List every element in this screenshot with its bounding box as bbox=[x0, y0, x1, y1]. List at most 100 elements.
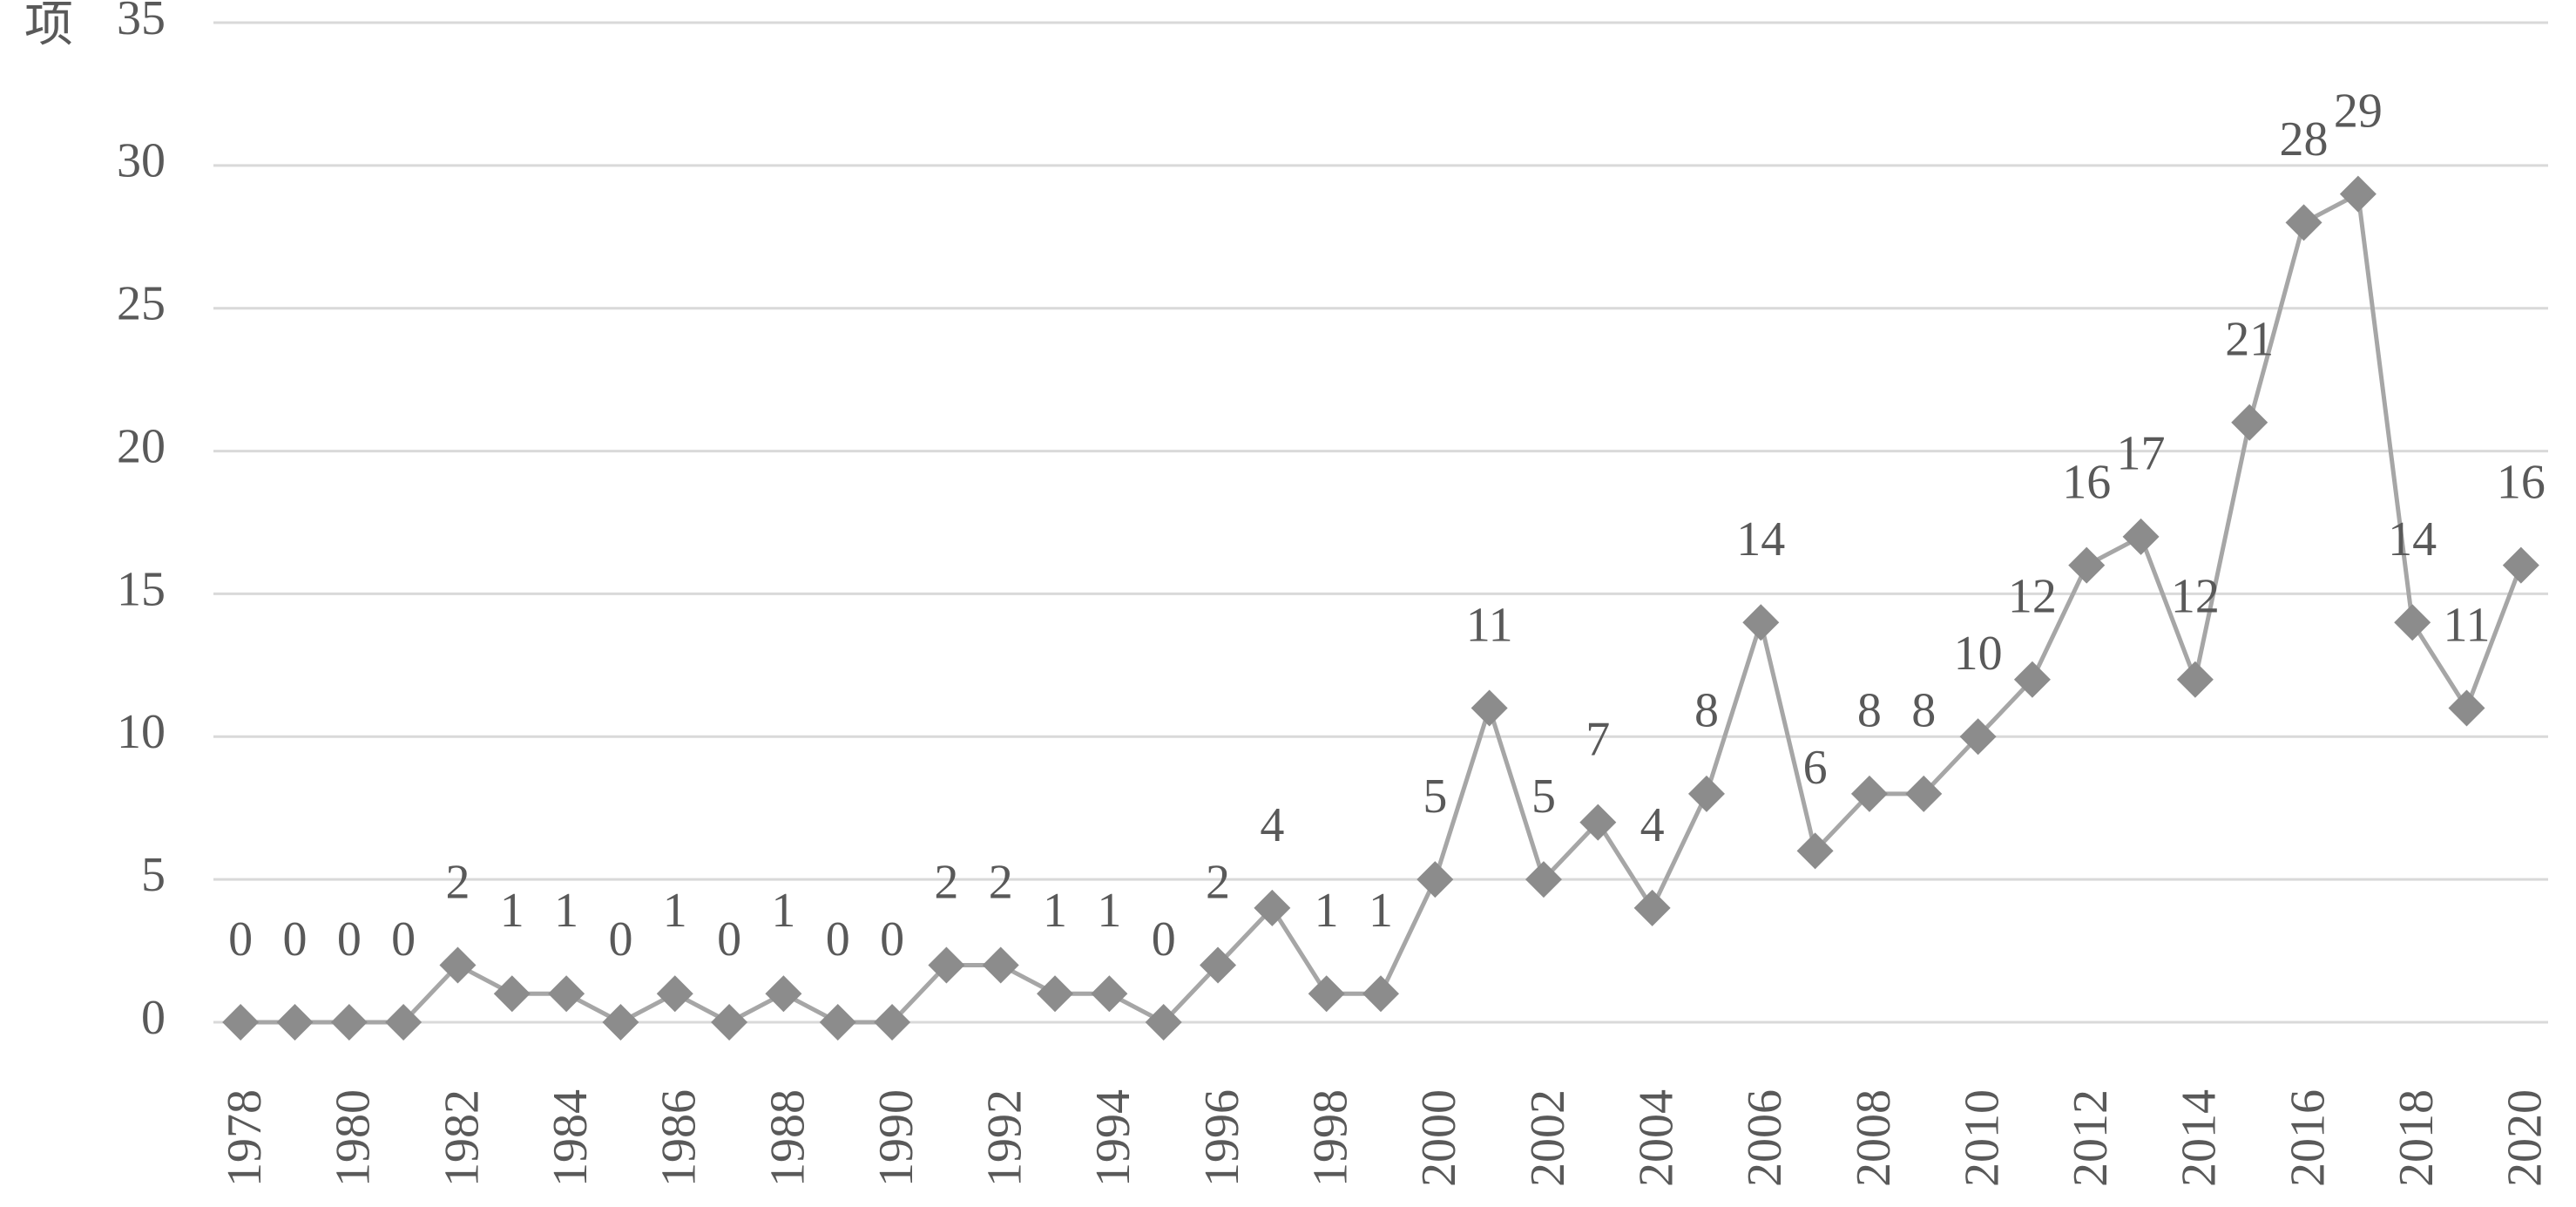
marker bbox=[1579, 804, 1617, 841]
marker bbox=[982, 946, 1019, 984]
data-label: 2 bbox=[989, 855, 1013, 909]
data-label: 28 bbox=[2280, 112, 2329, 166]
data-label: 10 bbox=[1954, 627, 2003, 681]
data-label: 8 bbox=[1911, 684, 1936, 738]
x-tick-label: 1996 bbox=[1195, 1089, 1249, 1187]
data-label: 2 bbox=[1206, 855, 1230, 909]
data-label: 0 bbox=[337, 912, 362, 966]
data-label: 1 bbox=[771, 884, 795, 938]
data-label: 12 bbox=[2008, 570, 2057, 624]
data-label: 21 bbox=[2225, 313, 2274, 367]
marker bbox=[330, 1004, 368, 1041]
data-label: 1 bbox=[1315, 884, 1339, 938]
marker bbox=[2122, 518, 2160, 555]
data-label: 16 bbox=[2497, 456, 2546, 510]
marker bbox=[2013, 661, 2051, 698]
x-tick-label: 1980 bbox=[327, 1089, 381, 1187]
marker bbox=[765, 975, 802, 1013]
marker bbox=[1905, 775, 1943, 812]
marker bbox=[2231, 403, 2268, 441]
marker bbox=[1254, 889, 1291, 926]
x-tick-label: 2002 bbox=[1521, 1089, 1575, 1187]
marker bbox=[1525, 861, 1562, 898]
x-tick-label: 2018 bbox=[2390, 1089, 2444, 1187]
x-tick-label: 1984 bbox=[544, 1089, 598, 1187]
y-tick-label: 30 bbox=[117, 134, 166, 188]
marker bbox=[2176, 661, 2214, 698]
x-tick-label: 2006 bbox=[1738, 1089, 1792, 1187]
x-tick-label: 1988 bbox=[761, 1089, 815, 1187]
data-label: 0 bbox=[1152, 912, 1176, 966]
marker bbox=[222, 1004, 260, 1041]
marker bbox=[1742, 604, 1780, 641]
data-label: 14 bbox=[2388, 512, 2437, 566]
data-label: 14 bbox=[1736, 512, 1785, 566]
data-label: 0 bbox=[228, 912, 253, 966]
data-label: 0 bbox=[608, 912, 632, 966]
x-tick-label: 2014 bbox=[2173, 1089, 2227, 1187]
marker bbox=[1959, 718, 1997, 756]
marker bbox=[1200, 946, 1237, 984]
data-label: 0 bbox=[880, 912, 904, 966]
y-tick-label: 15 bbox=[117, 562, 166, 616]
y-tick-label: 10 bbox=[117, 705, 166, 759]
x-tick-label: 1982 bbox=[435, 1089, 489, 1187]
y-axis-label: 项 bbox=[24, 0, 73, 52]
marker bbox=[874, 1004, 911, 1041]
marker bbox=[1037, 975, 1074, 1013]
marker bbox=[1362, 975, 1399, 1013]
y-tick-label: 5 bbox=[141, 848, 166, 902]
data-label: 8 bbox=[1694, 684, 1719, 738]
marker bbox=[1796, 832, 1834, 870]
y-tick-label: 25 bbox=[117, 277, 166, 331]
marker bbox=[439, 946, 477, 984]
x-tick-label: 2010 bbox=[1955, 1089, 2009, 1187]
data-label: 2 bbox=[445, 855, 470, 909]
marker bbox=[1091, 975, 1128, 1013]
data-label: 6 bbox=[1803, 741, 1828, 795]
marker bbox=[385, 1004, 423, 1041]
data-label: 0 bbox=[282, 912, 307, 966]
x-tick-label: 1990 bbox=[869, 1089, 923, 1187]
x-tick-label: 1978 bbox=[218, 1089, 272, 1187]
data-label: 11 bbox=[1466, 598, 1513, 652]
marker bbox=[493, 975, 531, 1013]
data-label: 16 bbox=[2062, 456, 2111, 510]
marker bbox=[1633, 889, 1671, 926]
marker bbox=[2285, 204, 2322, 241]
x-tick-label: 1998 bbox=[1304, 1089, 1358, 1187]
data-label: 8 bbox=[1857, 684, 1882, 738]
x-tick-label: 1994 bbox=[1086, 1089, 1140, 1187]
data-label: 11 bbox=[2444, 598, 2491, 652]
data-label: 1 bbox=[1369, 884, 1393, 938]
data-label: 7 bbox=[1585, 712, 1610, 766]
data-label: 1 bbox=[663, 884, 687, 938]
data-label: 1 bbox=[1097, 884, 1121, 938]
y-tick-label: 35 bbox=[117, 0, 166, 45]
x-tick-label: 2020 bbox=[2498, 1089, 2552, 1187]
marker bbox=[1687, 775, 1725, 812]
marker bbox=[656, 975, 693, 1013]
marker bbox=[602, 1004, 639, 1041]
marker bbox=[2502, 546, 2539, 584]
data-label: 29 bbox=[2334, 84, 2383, 138]
data-label: 17 bbox=[2117, 427, 2166, 481]
x-tick-label: 1992 bbox=[978, 1089, 1032, 1187]
marker bbox=[2339, 175, 2377, 213]
data-label: 12 bbox=[2171, 570, 2220, 624]
y-tick-label: 0 bbox=[141, 991, 166, 1045]
data-label: 4 bbox=[1260, 798, 1284, 852]
data-label: 1 bbox=[554, 884, 578, 938]
x-tick-label: 2008 bbox=[1847, 1089, 1901, 1187]
data-label: 1 bbox=[1043, 884, 1067, 938]
marker bbox=[1145, 1004, 1182, 1041]
data-label: 1 bbox=[500, 884, 524, 938]
marker bbox=[2394, 604, 2431, 641]
marker bbox=[1308, 975, 1345, 1013]
data-label: 0 bbox=[826, 912, 850, 966]
data-label: 5 bbox=[1531, 770, 1556, 824]
y-tick-label: 20 bbox=[117, 419, 166, 473]
data-label: 0 bbox=[717, 912, 741, 966]
marker bbox=[1416, 861, 1454, 898]
